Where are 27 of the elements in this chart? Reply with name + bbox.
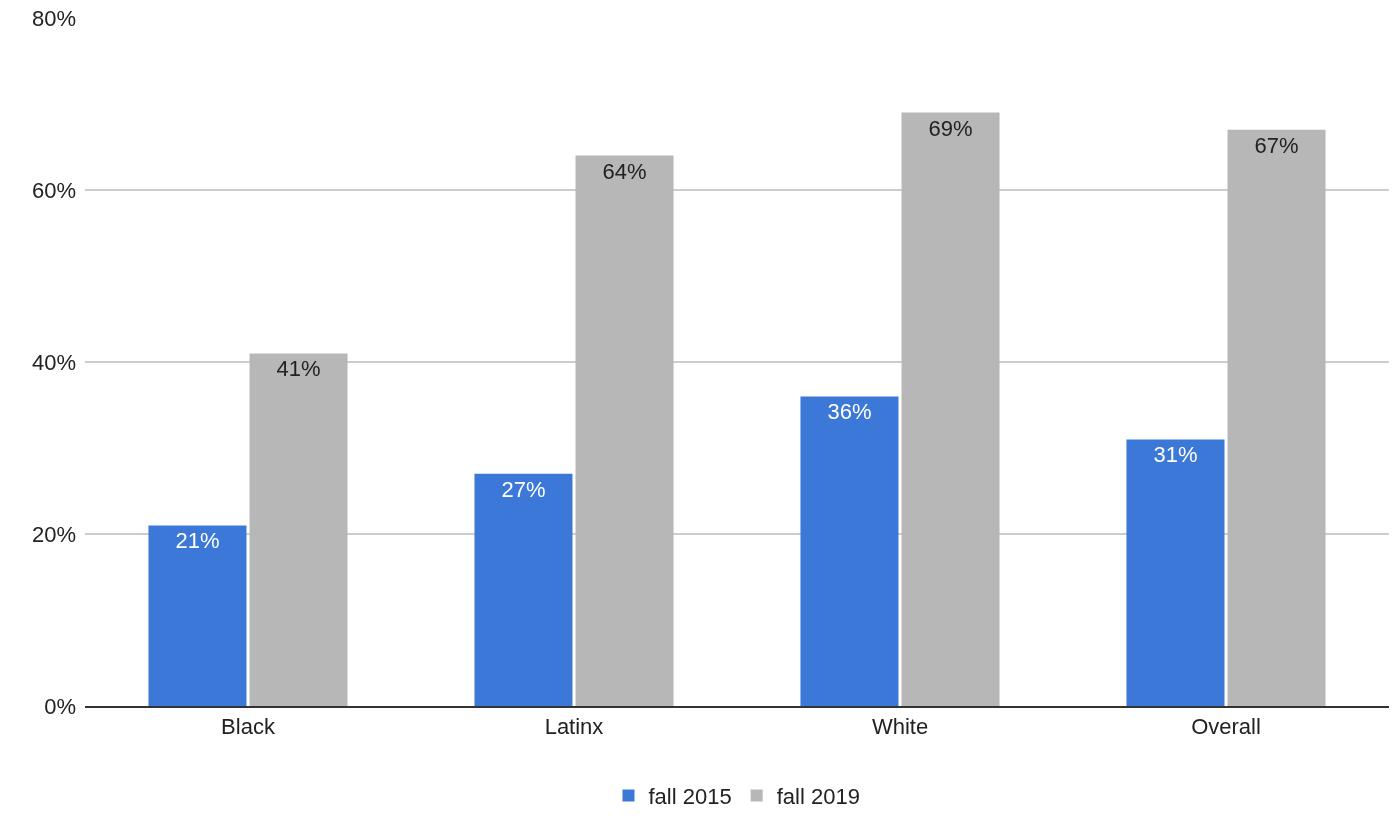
data-label: 36% (827, 399, 872, 425)
data-label: 27% (501, 476, 546, 502)
data-label: 67% (1254, 132, 1299, 158)
data-label: 69% (928, 115, 973, 141)
y-tick-label: 80% (31, 5, 76, 31)
bar (1126, 439, 1225, 706)
data-label: 21% (175, 528, 220, 554)
bar (575, 155, 674, 706)
bar (148, 525, 247, 706)
legend-label: fall 2015 (648, 784, 732, 810)
bar (474, 473, 573, 706)
y-tick-label: 0% (44, 693, 76, 719)
data-label: 31% (1153, 442, 1198, 468)
x-tick-label: Black (221, 714, 276, 740)
bar (800, 396, 899, 706)
x-tick-label: Overall (1191, 714, 1261, 740)
data-label: 64% (602, 158, 647, 184)
y-tick-label: 60% (31, 177, 76, 203)
y-tick-label: 40% (31, 349, 76, 375)
legend-label: fall 2019 (776, 784, 860, 810)
x-tick-label: White (871, 714, 929, 740)
bar (1227, 129, 1326, 706)
bar (249, 353, 348, 706)
bar (901, 112, 1000, 706)
y-tick-label: 20% (31, 521, 76, 547)
data-label: 41% (276, 356, 321, 382)
x-tick-label: Latinx (544, 714, 604, 740)
